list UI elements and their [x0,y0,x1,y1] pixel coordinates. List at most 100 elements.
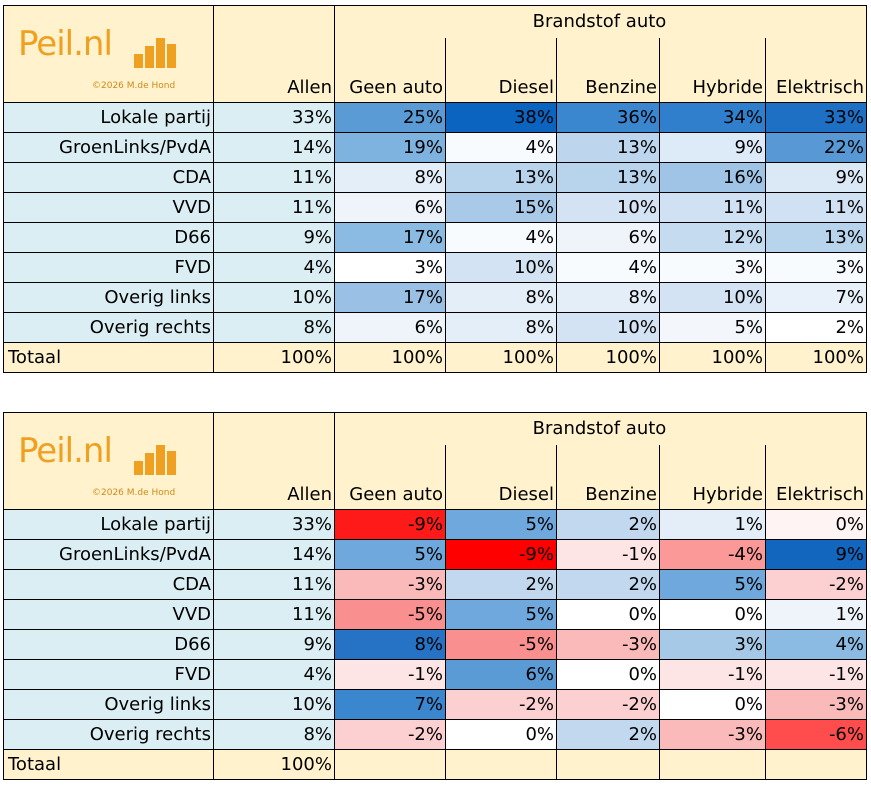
table-row: CDA 11% 8% 13% 13% 16% 9% [3,162,867,193]
value-cell: 3% [334,252,446,283]
column-header-diesel: Diesel [445,445,557,511]
value-cell: 8% [334,162,446,193]
total-cell [556,749,660,780]
value-cell: 9% [213,629,335,660]
value-cell: 10% [445,252,557,283]
table-row: VVD 11% -5% 5% 0% 0% 1% [3,599,867,630]
party-label: VVD [3,599,214,630]
value-cell: -4% [659,539,766,570]
value-cell: 10% [213,282,335,313]
value-cell: -1% [765,659,867,690]
party-label: Overig links [3,282,214,313]
value-cell: 4% [765,629,867,660]
table-row: VVD 11% 6% 15% 10% 11% 11% [3,192,867,223]
value-cell: -3% [334,569,446,600]
value-cell: 33% [765,102,867,133]
value-cell: 7% [765,282,867,313]
value-cell: 7% [334,689,446,720]
column-header-diesel: Diesel [445,38,557,104]
column-header-hybride: Hybride [659,38,766,104]
table-row: Lokale partij 33% 25% 38% 36% 34% 33% [3,102,867,133]
value-cell: 0% [765,509,867,540]
column-header-elektrisch: Elektrisch [765,445,867,511]
value-cell: 19% [334,132,446,163]
value-cell: 15% [445,192,557,223]
party-label: CDA [3,162,214,193]
value-cell: -2% [445,689,557,720]
total-cell: 100% [213,342,335,373]
party-label: Lokale partij [3,102,214,133]
value-cell: 13% [556,132,660,163]
value-cell: 5% [445,599,557,630]
party-label: Overig rechts [3,312,214,343]
value-cell: 0% [556,599,660,630]
table-absolute: Peil.nl ©2026 M.de Hond Brandstof auto A… [3,5,867,373]
value-cell: 4% [445,132,557,163]
value-cell: 13% [556,162,660,193]
total-cell [659,749,766,780]
value-cell: 11% [213,162,335,193]
table-row: Overig links 10% 17% 8% 8% 10% 7% [3,282,867,313]
value-cell: -3% [765,689,867,720]
group-title: Brandstof auto [334,412,867,446]
value-cell: 0% [556,659,660,690]
value-cell: 25% [334,102,446,133]
value-cell: 2% [556,569,660,600]
value-cell: 5% [445,509,557,540]
value-cell: 33% [213,102,335,133]
value-cell: -2% [765,569,867,600]
value-cell: 14% [213,132,335,163]
value-cell: 11% [765,192,867,223]
total-cell: 100% [334,342,446,373]
value-cell: 34% [659,102,766,133]
total-label: Totaal [3,342,214,373]
column-header-geen-auto: Geen auto [334,445,446,511]
value-cell: 13% [765,222,867,253]
value-cell: 8% [556,282,660,313]
value-cell: 11% [213,192,335,223]
party-label: CDA [3,569,214,600]
table-row: Overig rechts 8% 6% 8% 10% 5% 2% [3,312,867,343]
logo-bars-icon [134,38,186,68]
column-header-allen: Allen [213,38,335,104]
value-cell: -2% [556,689,660,720]
party-label: D66 [3,629,214,660]
total-cell [334,749,446,780]
logo-text: Peil.nl [18,431,113,471]
value-cell: 33% [213,509,335,540]
value-cell: -5% [445,629,557,660]
table-difference: Peil.nl ©2026 M.de Hond Brandstof auto A… [3,412,867,780]
value-cell: -3% [659,719,766,750]
value-cell: 2% [765,312,867,343]
logo-copyright: ©2026 M.de Hond [92,488,176,498]
value-cell: 8% [213,312,335,343]
table-row: GroenLinks/PvdA 14% 19% 4% 13% 9% 22% [3,132,867,163]
value-cell: -5% [334,599,446,630]
table-row: FVD 4% -1% 6% 0% -1% -1% [3,659,867,690]
value-cell: 5% [659,312,766,343]
value-cell: 2% [556,509,660,540]
value-cell: -2% [334,719,446,750]
table-row: D66 9% 17% 4% 6% 12% 13% [3,222,867,253]
value-cell: -9% [334,509,446,540]
value-cell: 9% [213,222,335,253]
total-row: Totaal 100% [3,749,867,780]
column-header-allen: Allen [213,445,335,511]
table-row: Lokale partij 33% -9% 5% 2% 1% 0% [3,509,867,540]
value-cell: 22% [765,132,867,163]
value-cell: 17% [334,222,446,253]
value-cell: 5% [659,569,766,600]
total-cell: 100% [556,342,660,373]
total-cell: 100% [659,342,766,373]
total-label: Totaal [3,749,214,780]
value-cell: 10% [213,689,335,720]
value-cell: 1% [659,509,766,540]
value-cell: 2% [445,569,557,600]
column-header-benzine: Benzine [556,445,660,511]
value-cell: 38% [445,102,557,133]
total-cell: 100% [445,342,557,373]
party-label: Lokale partij [3,509,214,540]
value-cell: -1% [659,659,766,690]
party-label: Overig links [3,689,214,720]
logo-copyright: ©2026 M.de Hond [92,81,176,91]
